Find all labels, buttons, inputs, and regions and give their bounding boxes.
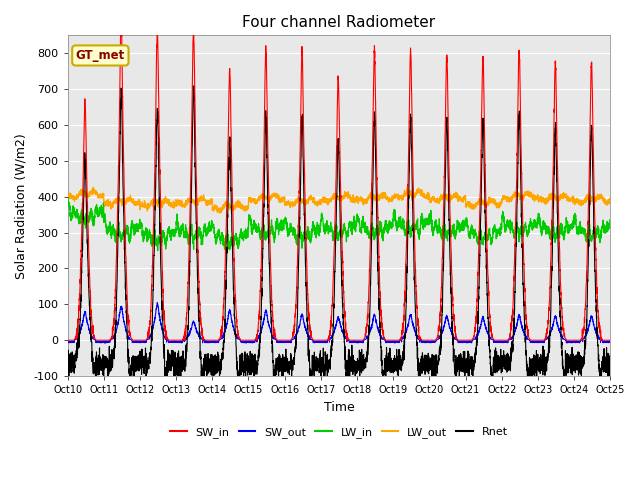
Y-axis label: Solar Radiation (W/m2): Solar Radiation (W/m2) [15, 133, 28, 278]
X-axis label: Time: Time [324, 401, 355, 414]
Title: Four channel Radiometer: Four channel Radiometer [243, 15, 435, 30]
Legend: SW_in, SW_out, LW_in, LW_out, Rnet: SW_in, SW_out, LW_in, LW_out, Rnet [166, 422, 512, 443]
Text: GT_met: GT_met [76, 49, 125, 62]
